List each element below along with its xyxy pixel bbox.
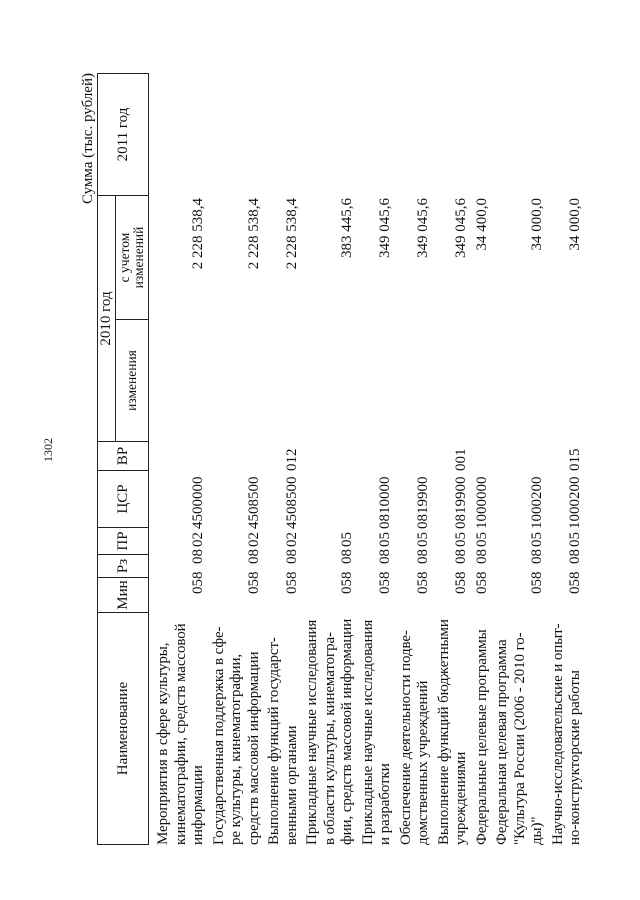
header-rz: Рз <box>97 554 149 578</box>
row-rz: 08 <box>415 549 431 564</box>
row-rz: 08 <box>190 549 206 564</box>
table-row: Прикладные научные исследования в област… <box>301 198 357 845</box>
row-rz: 08 <box>283 549 300 564</box>
row-with-changes: 349 045,6 <box>377 198 393 258</box>
row-csr: 4508500 <box>245 476 262 530</box>
row-pr: 05 <box>567 532 583 547</box>
row-pr: 05 <box>339 532 355 547</box>
row-rz: 08 <box>377 549 393 564</box>
row-pr: 05 <box>415 532 431 547</box>
table-row: Федеральные целевые программы 058 08 05 1000… <box>471 198 492 845</box>
row-with-changes: 349 045,6 <box>415 198 431 258</box>
table-row: Федеральная целевая программа "Культура … <box>491 198 547 845</box>
row-name: Мероприятия в сфере культуры, кинематогр… <box>155 623 206 845</box>
row-with-changes: 2 228 538,4 <box>245 198 262 270</box>
row-pr: 05 <box>473 532 490 547</box>
table-row: Мероприятия в сфере культуры, кинематогр… <box>152 198 208 845</box>
row-name: Прикладные научные исследования в област… <box>304 618 355 845</box>
row-min: 058 <box>415 571 431 595</box>
row-min: 058 <box>339 571 355 595</box>
table-row: Выполнение функций государст- венными ор… <box>263 198 301 845</box>
header-pr: ПР <box>97 527 149 555</box>
table-row: Выполнение функций бюджетными учреждения… <box>433 198 471 845</box>
row-csr: 0819900 <box>453 476 469 530</box>
row-rz: 08 <box>529 549 545 564</box>
header-min: Мин <box>97 577 149 613</box>
row-csr: 1000200 <box>567 476 583 530</box>
row-csr: 0810000 <box>377 476 393 530</box>
row-name: Прикладные научные исследования и разраб… <box>359 619 394 845</box>
row-min: 058 <box>377 571 393 595</box>
header-year-2011: 2011 год <box>97 73 149 196</box>
row-with-changes: 34 000,0 <box>529 198 545 251</box>
row-csr: 1000000 <box>473 476 490 530</box>
header-csr: ЦСР <box>97 470 149 528</box>
row-with-changes: 2 228 538,4 <box>190 198 206 270</box>
header-with-changes: с учетом изменений <box>115 195 149 320</box>
row-pr: 02 <box>283 532 300 547</box>
table-row: Научно-исследовательские и опыт- но-конс… <box>547 198 585 845</box>
row-pr: 05 <box>453 532 469 547</box>
table-row: Прикладные научные исследования и разраб… <box>357 198 395 845</box>
row-min: 058 <box>473 571 490 595</box>
header-changes: изменения <box>115 319 149 442</box>
row-with-changes: 349 045,6 <box>453 198 469 258</box>
row-pr: 05 <box>529 532 545 547</box>
row-pr: 02 <box>245 532 262 547</box>
header-vr: ВР <box>97 441 149 471</box>
row-with-changes: 34 000,0 <box>567 198 583 251</box>
page-number: 1302 <box>41 438 55 462</box>
row-name: Выполнение функций бюджетными учреждения… <box>435 619 470 845</box>
row-with-changes: 383 445,6 <box>339 198 355 258</box>
header-year-2010: 2010 год <box>97 195 116 442</box>
row-name: Федеральная целевая программа "Культура … <box>494 632 545 845</box>
row-pr: 02 <box>190 532 206 547</box>
row-rz: 08 <box>473 549 490 564</box>
row-csr: 1000200 <box>529 476 545 530</box>
row-min: 058 <box>283 571 300 595</box>
row-csr: 4500000 <box>190 476 206 530</box>
row-min: 058 <box>529 571 545 595</box>
row-name: Обеспечение деятельности подве- домствен… <box>397 630 432 845</box>
row-csr: 4508500 <box>283 476 300 530</box>
row-vr: 001 <box>453 448 469 472</box>
row-vr: 015 <box>567 448 583 472</box>
table-body: Мероприятия в сфере культуры, кинематогр… <box>152 198 585 845</box>
row-vr: 012 <box>283 448 300 472</box>
row-name: Научно-исследовательские и опыт- но-конс… <box>549 623 584 845</box>
row-pr: 05 <box>377 532 393 547</box>
table-row: Обеспечение деятельности подве- домствен… <box>395 198 433 845</box>
unit-caption: Сумма (тыс. рублей) <box>80 73 96 205</box>
row-rz: 08 <box>567 549 583 564</box>
row-csr: 0819900 <box>415 476 431 530</box>
table-row: Государственная поддержка в сфе- ре куль… <box>208 198 264 845</box>
row-with-changes: 34 400,0 <box>473 198 490 251</box>
row-min: 058 <box>453 571 469 595</box>
row-name: Федеральные целевые программы <box>473 629 490 845</box>
row-min: 058 <box>245 571 262 595</box>
row-with-changes: 2 228 538,4 <box>283 198 300 270</box>
row-name: Государственная поддержка в сфе- ре куль… <box>210 626 262 845</box>
header-name: Наименование <box>97 612 149 845</box>
row-rz: 08 <box>245 549 262 564</box>
row-min: 058 <box>567 571 583 595</box>
row-min: 058 <box>190 571 206 595</box>
row-rz: 08 <box>339 549 355 564</box>
row-name: Выполнение функций государст- венными ор… <box>266 637 300 845</box>
row-rz: 08 <box>453 549 469 564</box>
